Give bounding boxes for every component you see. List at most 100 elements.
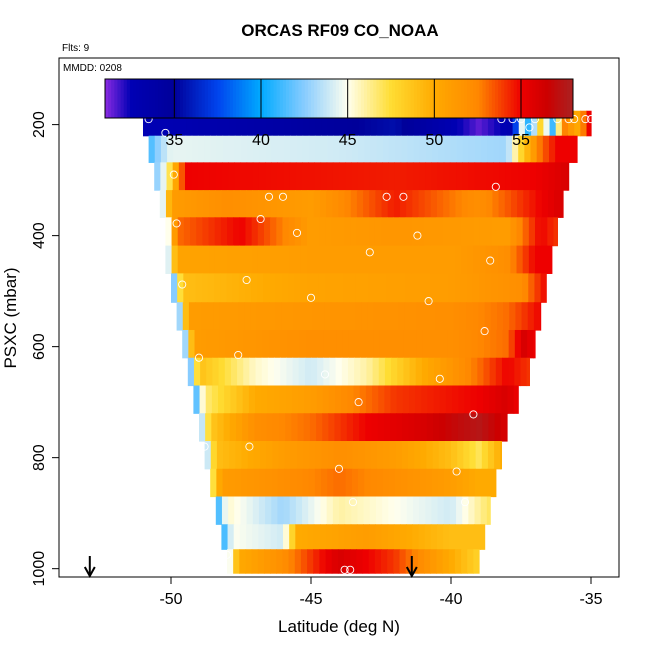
heatmap-cell [358,441,366,470]
colorbar-swatch [404,79,409,118]
colorbar-swatch [417,79,421,118]
heatmap-cell [313,524,321,550]
heatmap-cell [344,245,351,274]
heatmap-cell [491,273,499,303]
heatmap-cell [257,217,265,247]
heatmap-cell [547,217,555,247]
heatmap-cell [258,496,266,525]
colorbar-swatch [151,79,156,118]
heatmap-cell [210,135,217,163]
colorbar-swatch [142,79,147,118]
heatmap-cell [321,135,328,163]
heatmap-cell [263,245,271,274]
heatmap-cell [456,162,463,191]
heatmap-cell [297,441,304,470]
heatmap-cell [466,302,473,331]
heatmap-cell [261,357,269,387]
colorbar-swatch [482,79,487,118]
heatmap-cell [265,162,272,191]
heatmap-cell [246,190,253,218]
heatmap-cell [481,441,489,470]
data-point [435,374,444,383]
y-axis-label: PSXC (mbar) [1,267,20,368]
heatmap-cell [549,135,556,163]
colorbar-swatch [429,79,434,118]
heatmap-cell [177,245,185,274]
heatmap-cell [369,162,377,191]
heatmap-cell [272,110,280,137]
heatmap-cell [526,357,530,387]
heatmap-cell [341,385,348,414]
heatmap-cell [374,549,382,574]
heatmap-cell [405,217,413,247]
heatmap-cell [462,135,470,163]
heatmap-cell [412,190,420,218]
heatmap-cell [188,302,196,331]
heatmap-cell [213,302,221,331]
heatmap-cell [405,273,412,303]
heatmap-cell [314,496,322,525]
colorbar-swatch [314,79,318,118]
heatmap-cell [424,549,431,574]
heatmap-cell [245,217,253,247]
heatmap-cell [499,135,507,163]
heatmap-cell [293,329,300,359]
colorbar-tick-label: 40 [252,132,270,149]
heatmap-cell [467,524,475,550]
heatmap-cell [475,468,482,498]
heatmap-cell [225,329,233,359]
heatmap-cell [517,190,524,218]
colorbar-swatch [438,79,443,118]
heatmap-cell [439,413,446,442]
y-tick-label: 400 [31,222,48,249]
colorbar-swatch [326,79,331,118]
heatmap-cell [417,245,425,274]
heatmap-cell [227,190,235,218]
heatmap-cell [288,549,296,574]
colorbar-swatch [382,79,387,118]
heatmap-cell [143,110,150,137]
heatmap-cell [407,110,415,137]
heatmap-cell [306,273,314,303]
heatmap-cell [458,357,466,387]
heatmap-cell [480,162,488,191]
colorbar-swatch [485,79,490,118]
heatmap-cell [508,357,515,387]
data-point [245,442,254,451]
heatmap-cell [381,190,389,218]
heatmap-cell [216,468,224,498]
heatmap-cell [400,524,407,550]
colorbar-swatch [370,79,374,118]
heatmap-cell [410,302,418,331]
colorbar-swatch [273,79,278,118]
heatmap-cell [155,110,163,137]
colorbar-swatch [435,79,440,118]
heatmap-cell [182,329,189,359]
heatmap-cell [440,329,448,359]
heatmap-cell [220,217,228,247]
heatmap-cell [384,385,392,414]
heatmap-cell [227,217,234,247]
heatmap-cell [278,110,286,137]
heatmap-cell [190,217,197,247]
data-point [460,498,470,507]
colorbar-swatch [526,79,530,118]
heatmap-cell [401,110,409,137]
heatmap-cell [431,162,439,191]
heatmap-cell [501,385,509,414]
heatmap-cell [541,245,548,274]
colorbar-swatch [460,79,465,118]
heatmap-cell [262,302,270,331]
heatmap-cell [234,162,242,191]
heatmap-cell [381,549,388,574]
colorbar-swatch [420,79,424,118]
heatmap-cell [527,329,534,359]
heatmap-cell [471,357,478,387]
heatmap-cell [224,385,231,414]
heatmap-cell [302,135,310,163]
heatmap-cell [374,273,382,303]
colorbar-swatch [476,79,480,118]
heatmap-cell [491,245,499,274]
heatmap-cell [214,273,221,303]
heatmap-cell [406,524,413,550]
